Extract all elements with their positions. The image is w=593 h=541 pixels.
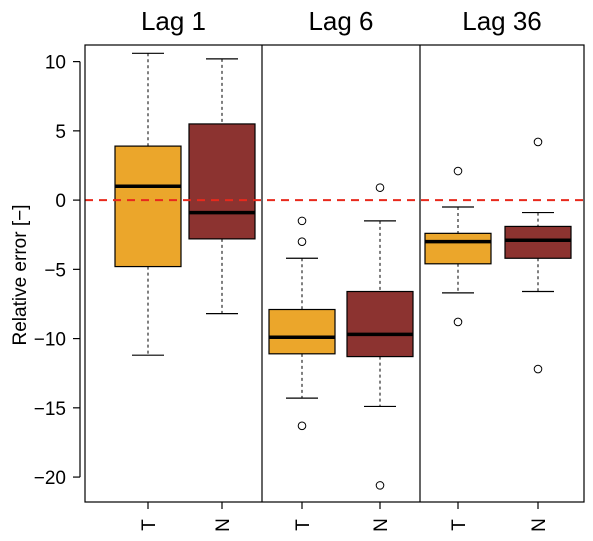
box-N [188, 123, 256, 240]
x-category-label: N [371, 518, 392, 532]
x-category-label: T [449, 519, 470, 531]
outlier-point [297, 237, 307, 246]
panel-title: Lag 1 [141, 6, 206, 36]
plot-frame [84, 44, 585, 503]
x-category-label: T [293, 519, 314, 531]
outlier-point [533, 137, 543, 147]
y-tick-label: −15 [34, 399, 66, 420]
outlier-point [297, 421, 307, 431]
outlier-point [533, 364, 543, 374]
box-N [504, 225, 572, 259]
y-axis-label: Relative error [−] [10, 205, 31, 346]
y-tick-label: 10 [45, 53, 66, 74]
outlier-point [453, 166, 463, 176]
outlier-point [297, 216, 307, 226]
y-tick-label: 0 [55, 191, 66, 212]
box-T [424, 232, 492, 265]
outlier-point [453, 317, 463, 327]
x-category-label: N [529, 518, 550, 532]
outlier-point [375, 481, 385, 490]
y-tick-label: −20 [34, 468, 66, 489]
panel-title: Lag 6 [308, 6, 373, 36]
box-T [114, 145, 182, 268]
x-category-label: T [139, 519, 160, 531]
x-category-label: N [213, 518, 234, 532]
y-tick-label: −10 [34, 330, 66, 351]
panel-title: Lag 36 [462, 6, 542, 36]
y-tick-label: −5 [44, 260, 66, 281]
outlier-point [375, 183, 385, 192]
y-tick-label: 5 [55, 122, 66, 143]
box-T [268, 308, 336, 355]
box-N [346, 290, 414, 358]
